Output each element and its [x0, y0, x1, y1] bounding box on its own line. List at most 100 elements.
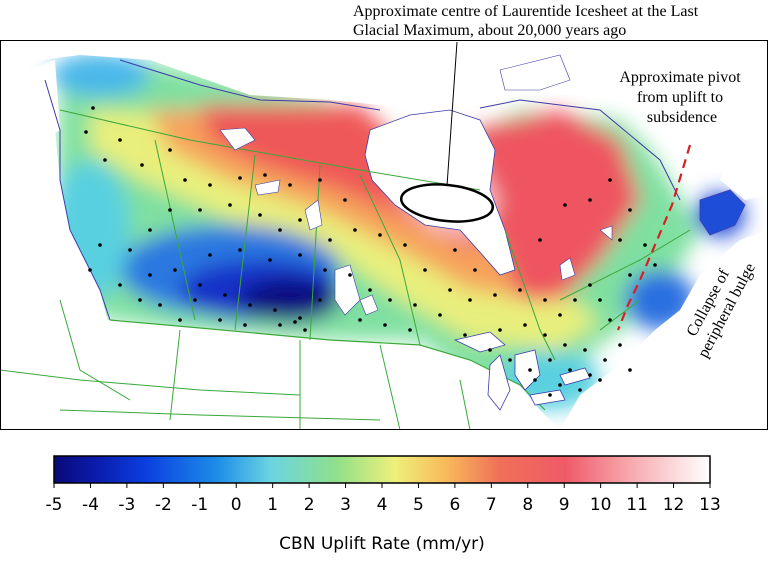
station-dot: [618, 343, 622, 347]
station-dot: [288, 183, 292, 187]
station-dot: [178, 318, 182, 322]
station-dot: [238, 176, 242, 180]
station-dot: [118, 138, 122, 142]
legend-tick-label: 13: [699, 495, 721, 515]
station-dot: [598, 378, 602, 382]
station-dot: [358, 318, 362, 322]
legend-tick-label: 0: [231, 495, 242, 515]
station-dot: [278, 228, 282, 232]
station-dot: [413, 303, 417, 307]
station-dot: [498, 328, 502, 332]
station-dot: [98, 243, 102, 247]
station-dot: [318, 298, 322, 302]
station-dot: [588, 283, 592, 287]
station-dot: [603, 358, 607, 362]
legend: -5 -4 -3 -2 -1 0 1 2 3 4 5 6 7 8 9 10 11 12 13 CBN Uplift …: [46, 455, 721, 554]
station-dot: [538, 238, 542, 242]
legend-tick-label: 1: [267, 495, 278, 515]
uplift-field: [50, 53, 745, 410]
station-dot: [91, 106, 95, 110]
station-dot: [508, 358, 512, 362]
station-dot: [588, 373, 592, 377]
station-dot: [403, 243, 407, 247]
station-dot: [628, 368, 632, 372]
station-dot: [583, 348, 587, 352]
station-dot: [218, 318, 222, 322]
legend-tick-label: 12: [663, 495, 685, 515]
station-dot: [183, 178, 187, 182]
station-dot: [248, 303, 252, 307]
station-dot: [323, 268, 327, 272]
station-dot: [523, 323, 527, 327]
station-dot: [303, 328, 307, 332]
stations: [84, 106, 657, 397]
station-dot: [278, 323, 282, 327]
station-dot: [643, 243, 647, 247]
station-dot: [488, 348, 492, 352]
station-dot: [573, 298, 577, 302]
legend-tick-label: -4: [82, 495, 99, 515]
atlantic-ocean: [720, 70, 768, 200]
legend-tick-label: 5: [413, 495, 424, 515]
station-dot: [628, 208, 632, 212]
station-dot: [140, 163, 144, 167]
arctic-ocean: [0, 40, 768, 110]
legend-tick-label: 2: [304, 495, 315, 515]
station-dot: [378, 233, 382, 237]
legend-tick-label: 3: [340, 495, 351, 515]
inland-lakes: [219, 127, 613, 316]
station-dot: [543, 333, 547, 337]
station-dot: [208, 253, 212, 257]
usa: [0, 318, 560, 430]
station-dot: [263, 173, 267, 177]
station-dot: [548, 393, 552, 397]
station-dot: [88, 268, 92, 272]
station-dot: [653, 263, 657, 267]
legend-tick-label: 10: [590, 495, 612, 515]
legend-tick-label: 4: [377, 495, 388, 515]
legend-tick-label: 8: [522, 495, 533, 515]
station-dot: [243, 323, 247, 327]
pivot-annotation: Approximate pivot from uplift to subside…: [619, 69, 744, 126]
station-dot: [468, 298, 472, 302]
station-dot: [568, 368, 572, 372]
station-dot: [353, 228, 357, 232]
station-dot: [608, 318, 612, 322]
legend-tick-label: 6: [449, 495, 460, 515]
legend-tick-label: 7: [486, 495, 497, 515]
station-dot: [548, 358, 552, 362]
station-dot: [193, 298, 197, 302]
station-dot: [293, 320, 297, 324]
station-dot: [238, 248, 242, 252]
station-dot: [348, 273, 352, 277]
legend-tick-label: -1: [191, 495, 208, 515]
hudson-bay: [364, 109, 516, 276]
station-dot: [103, 158, 107, 162]
station-dot: [463, 333, 467, 337]
legend-tick-label: 9: [559, 495, 570, 515]
station-dot: [298, 218, 302, 222]
station-dot: [298, 253, 302, 257]
station-dot: [533, 378, 537, 382]
station-dot: [328, 238, 332, 242]
station-dot: [598, 298, 602, 302]
lgm-leader-line: [446, 41, 458, 187]
station-dot: [448, 288, 452, 292]
station-dot: [228, 203, 232, 207]
map-area: [0, 40, 768, 430]
station-dot: [588, 198, 592, 202]
station-dot: [223, 293, 227, 297]
pivot-line: [616, 144, 692, 331]
station-dot: [493, 293, 497, 297]
station-dot: [453, 248, 457, 252]
legend-tick-label: -2: [155, 495, 172, 515]
station-dot: [208, 183, 212, 187]
station-dot: [438, 313, 442, 317]
station-dot: [558, 313, 562, 317]
station-dot: [578, 388, 582, 392]
legend-tick-label: 11: [626, 495, 648, 515]
legend-title: CBN Uplift Rate (mm/yr): [279, 534, 485, 554]
lgm-centre-ellipse: [399, 183, 495, 223]
station-dot: [128, 248, 132, 252]
